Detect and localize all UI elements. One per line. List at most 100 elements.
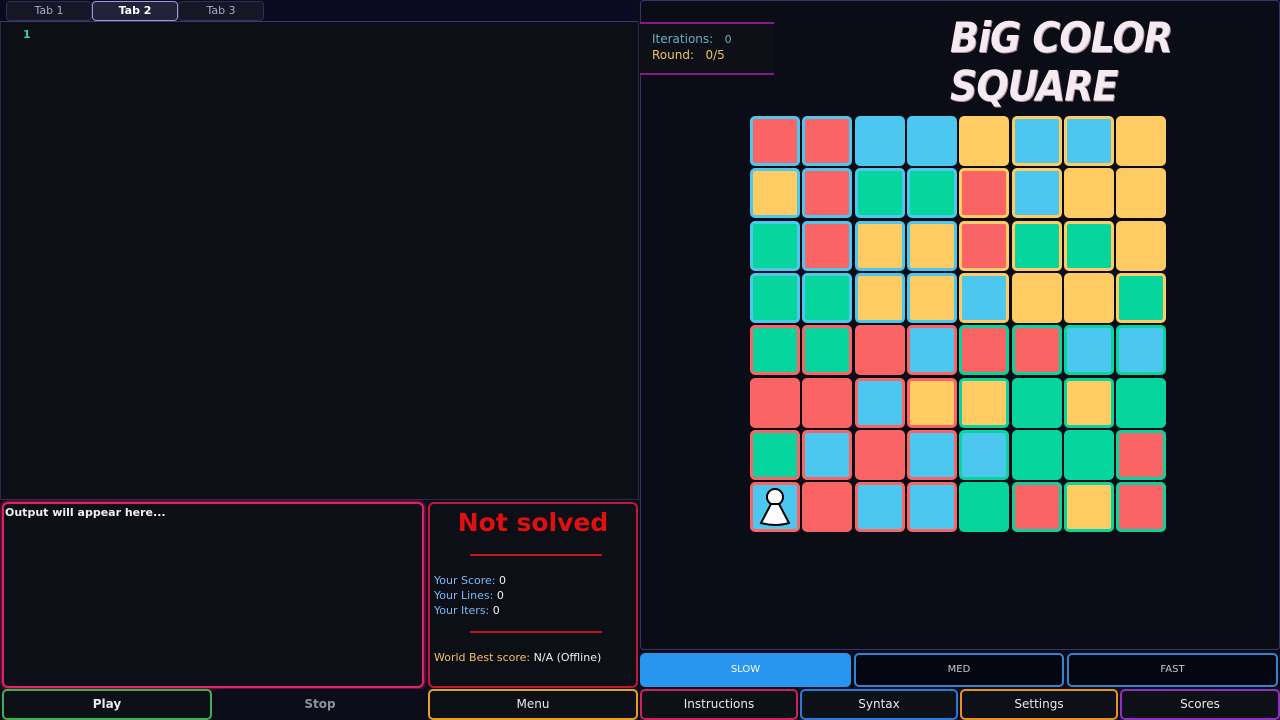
grid-cell-blue [855,378,905,428]
score-label: Your Score: [434,574,496,587]
grid-cell-blue [750,482,800,532]
grid-cell-blue [855,482,905,532]
grid-cell-green [855,168,905,218]
stop-button[interactable]: Stop [214,689,426,720]
grid-cell-red [855,430,905,480]
grid-cell-green [750,273,800,323]
grid-cell-red [750,116,800,166]
lines-label: Your Lines: [434,589,493,602]
grid-cell-green [750,325,800,375]
syntax-button[interactable]: Syntax [800,689,958,720]
score-stat: Your Score: 0 [434,574,506,587]
tab-bar: Tab 1 Tab 2 Tab 3 [0,0,638,22]
grid-cell-yellow [1064,378,1114,428]
round-label: Round: [652,48,694,62]
speed-fast-button[interactable]: FAST [1067,653,1278,687]
menu-button[interactable]: Menu [428,689,638,720]
play-button[interactable]: Play [2,689,212,720]
grid-cell-yellow [1116,116,1166,166]
player-pawn-icon [753,485,797,529]
grid-cell-yellow [1064,168,1114,218]
grid-cell-green [1116,273,1166,323]
world-best-value: N/A (Offline) [534,651,602,664]
grid-cell-red [959,325,1009,375]
grid-cell-red [1116,430,1166,480]
iterations-readout: Iterations: 0 [652,32,732,46]
tab-1[interactable]: Tab 1 [6,1,92,21]
speed-med-button[interactable]: MED [854,653,1064,687]
world-best: World Best score: N/A (Offline) [434,651,601,664]
code-editor[interactable]: 1 [0,22,639,500]
grid-cell-blue [1064,116,1114,166]
grid-cell-blue [1116,325,1166,375]
grid-cell-blue [907,482,957,532]
grid-cell-blue [1012,116,1062,166]
lines-value: 0 [497,589,504,602]
result-panel: Not solved Your Score: 0 Your Lines: 0 Y… [428,502,638,688]
iters-stat: Your Iters: 0 [434,604,500,617]
grid-cell-yellow [907,221,957,271]
game-logo: BiG COLOR SQUARE [950,14,1280,111]
output-panel: Output will appear here... [2,502,424,688]
grid-cell-red [802,116,852,166]
iterations-value: 0 [725,33,732,46]
grid-cell-yellow [1116,221,1166,271]
iters-value: 0 [493,604,500,617]
grid-cell-blue [907,430,957,480]
grid-cell-green [1012,378,1062,428]
output-placeholder: Output will appear here... [5,506,166,519]
grid-cell-red [750,378,800,428]
grid-cell-green [959,482,1009,532]
grid-cell-blue [907,116,957,166]
instructions-button[interactable]: Instructions [640,689,798,720]
grid-cell-yellow [855,273,905,323]
grid-cell-red [1012,482,1062,532]
grid-cell-red [802,378,852,428]
grid-cell-yellow [959,378,1009,428]
settings-button[interactable]: Settings [960,689,1118,720]
round-value: 0/5 [705,48,724,62]
grid-cell-red [855,325,905,375]
grid-cell-green [802,273,852,323]
grid-cell-green [907,168,957,218]
divider [470,554,602,556]
tab-3[interactable]: Tab 3 [178,1,264,21]
grid-cell-red [802,482,852,532]
grid-cell-red [959,221,1009,271]
grid-cell-blue [1064,325,1114,375]
iters-label: Your Iters: [434,604,489,617]
grid-cell-yellow [907,378,957,428]
grid-cell-blue [802,430,852,480]
grid-cell-green [750,430,800,480]
grid-cell-blue [1012,168,1062,218]
grid-cell-red [802,221,852,271]
lines-stat: Your Lines: 0 [434,589,504,602]
scores-button[interactable]: Scores [1120,689,1280,720]
grid-cell-blue [959,273,1009,323]
grid-cell-green [1116,378,1166,428]
grid-cell-yellow [750,168,800,218]
divider [470,631,602,633]
grid-cell-red [1012,325,1062,375]
grid-cell-yellow [1064,482,1114,532]
grid-cell-red [802,168,852,218]
score-value: 0 [499,574,506,587]
grid-cell-blue [855,116,905,166]
tab-2[interactable]: Tab 2 [92,1,178,21]
round-readout: Round: 0/5 [652,48,725,62]
info-box: Iterations: 0 Round: 0/5 [640,22,774,75]
speed-slow-button[interactable]: SLOW [640,653,851,687]
grid-cell-red [1116,482,1166,532]
grid-cell-blue [907,325,957,375]
grid-cell-yellow [1116,168,1166,218]
grid-cell-green [750,221,800,271]
grid-cell-yellow [907,273,957,323]
grid-cell-yellow [1012,273,1062,323]
grid-cell-green [1064,430,1114,480]
line-number: 1 [23,28,31,41]
grid-cell-yellow [1064,273,1114,323]
grid-cell-green [1012,430,1062,480]
world-best-label: World Best score: [434,651,530,664]
solve-status: Not solved [430,508,636,537]
grid-cell-green [1012,221,1062,271]
